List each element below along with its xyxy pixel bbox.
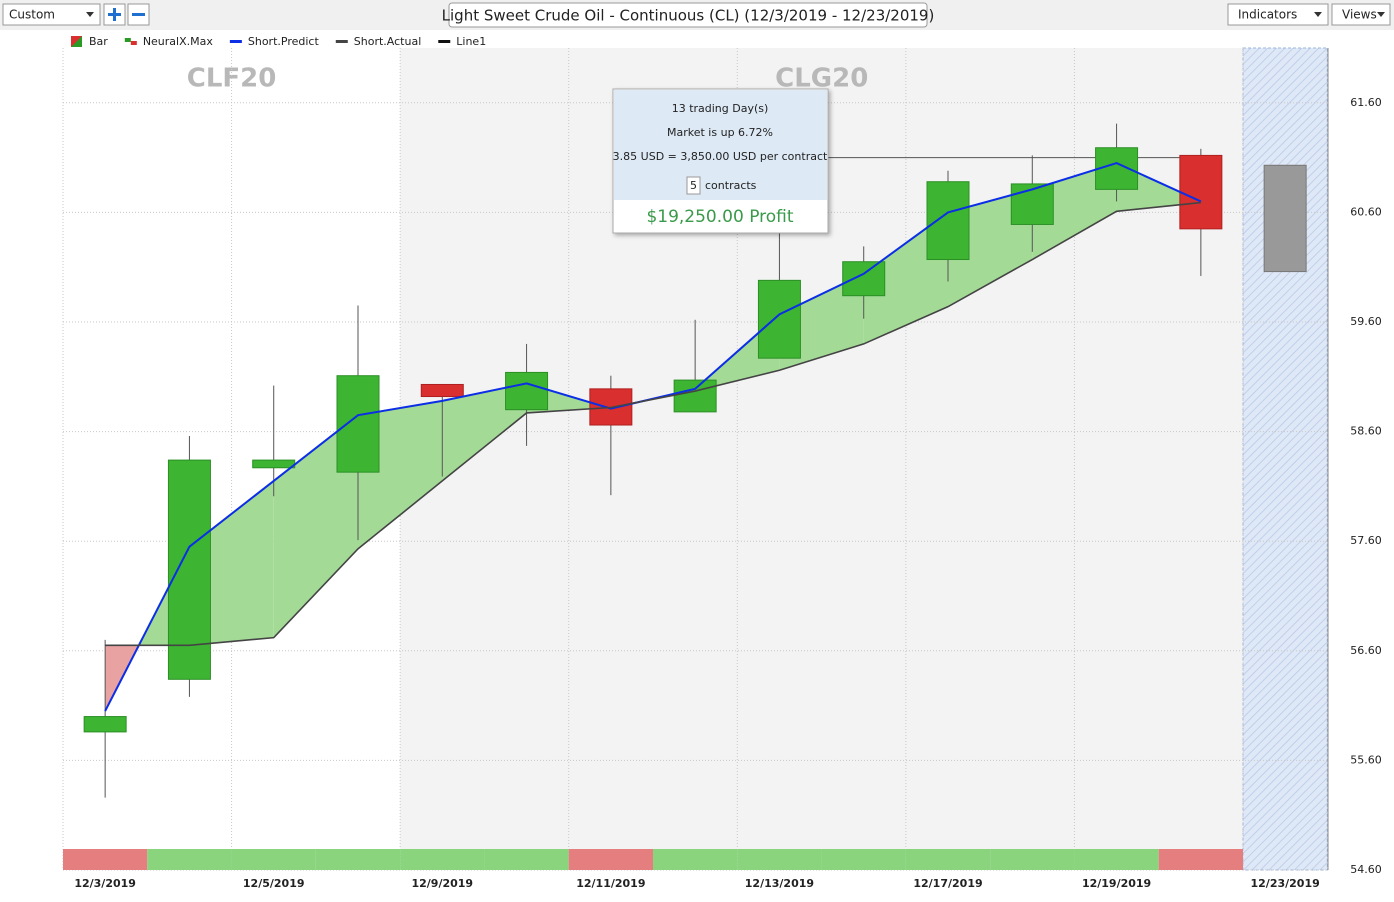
tooltip-per-contract: 3.85 USD = 3,850.00 USD per contract xyxy=(613,150,828,163)
legend-label: Short.Actual xyxy=(354,35,421,48)
indicators-dropdown[interactable] xyxy=(1227,3,1329,26)
contracts-count: 5 xyxy=(690,179,697,192)
candle-body xyxy=(1179,154,1223,230)
title-box xyxy=(448,2,928,28)
signal-strip xyxy=(737,849,822,870)
x-tick-label: 12/9/2019 xyxy=(411,877,473,890)
signal-strip xyxy=(63,849,148,870)
y-tick-label: 56.60 xyxy=(1350,644,1382,657)
signal-strip xyxy=(905,849,991,870)
candle-body xyxy=(505,371,549,411)
legend-label: Line1 xyxy=(456,35,486,48)
candle-body xyxy=(757,279,801,359)
legend-icon xyxy=(335,40,348,43)
signal-strip xyxy=(400,849,485,870)
signal-strip xyxy=(1158,849,1243,870)
tooltip-days: 13 trading Day(s) xyxy=(672,102,769,115)
plus-icon xyxy=(108,8,121,21)
signal-strip xyxy=(568,849,653,870)
y-tick-label: 55.60 xyxy=(1350,753,1382,766)
signal-strip xyxy=(821,849,906,870)
plot: CLF20 CLG2054.6055.6056.6057.6058.6059.60… xyxy=(62,35,1382,890)
views-dropdown[interactable] xyxy=(1331,3,1391,26)
series-line xyxy=(105,201,1201,647)
x-tick-label: 12/19/2019 xyxy=(1082,877,1151,890)
views-label: Views xyxy=(1342,8,1377,22)
y-tick-label: 59.60 xyxy=(1350,315,1382,328)
signal-strip xyxy=(1074,849,1159,870)
signal-strip xyxy=(315,849,401,870)
signal-strip xyxy=(484,849,569,870)
y-tick-label: 57.60 xyxy=(1350,534,1382,547)
signal-strip xyxy=(653,849,738,870)
legend-icon xyxy=(130,41,137,45)
forecast-bar xyxy=(1263,164,1307,273)
signal-strip xyxy=(147,849,232,870)
contracts-input[interactable] xyxy=(686,176,701,195)
preset-label: Custom xyxy=(9,8,55,22)
candle-body xyxy=(673,379,717,413)
preset-dropdown[interactable] xyxy=(2,3,101,26)
y-tick-label: 60.60 xyxy=(1350,205,1382,218)
contracts-label: contracts xyxy=(705,179,757,192)
legend-label: Short.Predict xyxy=(248,35,320,48)
tooltip-profit: $19,250.00 Profit xyxy=(646,207,793,227)
tooltip-market: Market is up 6.72% xyxy=(667,126,773,139)
candle-body xyxy=(167,459,211,680)
candle-body xyxy=(83,716,127,733)
x-tick-label: 12/13/2019 xyxy=(745,877,814,890)
dropdown-arrow xyxy=(1377,12,1385,17)
x-tick-label: 12/3/2019 xyxy=(74,877,136,890)
candle-body xyxy=(252,459,296,469)
legend-icon xyxy=(438,40,451,43)
dropdown-arrow xyxy=(86,12,94,17)
legend-icon xyxy=(71,36,82,47)
x-tick-label: 12/5/2019 xyxy=(243,877,305,890)
legend-label: NeuralX.Max xyxy=(143,35,214,48)
legend-icon xyxy=(124,38,131,42)
candle-body xyxy=(926,181,970,261)
signal-strip xyxy=(231,849,316,870)
candle-body xyxy=(1010,183,1054,225)
y-tick-label: 58.60 xyxy=(1350,425,1382,438)
candle-body xyxy=(420,383,464,398)
chart-title: Light Sweet Crude Oil - Continuous (CL) … xyxy=(442,7,935,25)
x-tick-label: 12/23/2019 xyxy=(1251,877,1320,890)
candle-body xyxy=(842,261,886,297)
signal-strip xyxy=(990,849,1075,870)
indicators-label: Indicators xyxy=(1238,8,1297,22)
x-tick-label: 12/17/2019 xyxy=(913,877,982,890)
tooltip: 13 trading Day(s) Market is up 6.72% 3.8… xyxy=(612,88,829,234)
x-tick-label: 12/11/2019 xyxy=(576,877,645,890)
candle-body xyxy=(336,375,380,473)
legend-icon xyxy=(229,40,242,43)
dropdown-arrow xyxy=(1314,12,1322,17)
tooltip-header xyxy=(614,90,827,200)
y-tick-label: 54.60 xyxy=(1350,863,1382,876)
legend-label: Bar xyxy=(89,35,108,48)
y-tick-label: 61.60 xyxy=(1350,96,1382,109)
